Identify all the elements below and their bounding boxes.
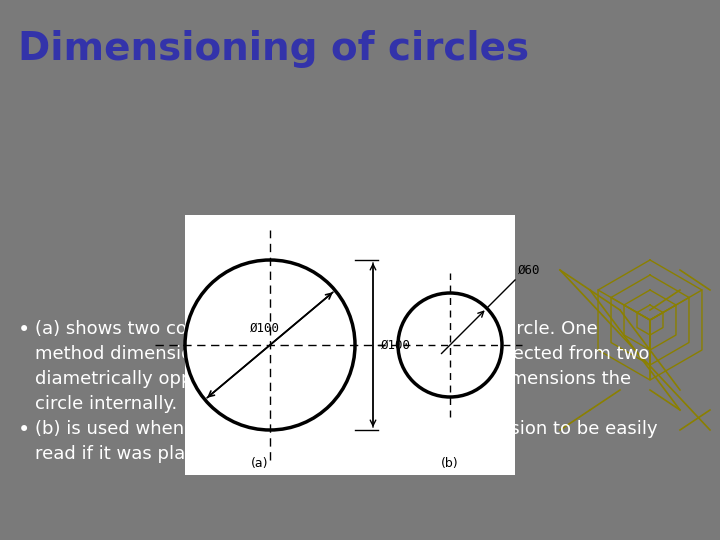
Text: •: • xyxy=(18,320,30,340)
Text: (b) is used when the circle is too small for the dimension to be easily
read if : (b) is used when the circle is too small… xyxy=(35,420,657,463)
Text: (a): (a) xyxy=(251,457,269,470)
Text: •: • xyxy=(18,420,30,440)
Text: Ø100: Ø100 xyxy=(381,339,411,352)
Text: (b): (b) xyxy=(441,457,459,470)
Text: Ø60: Ø60 xyxy=(518,264,541,277)
FancyBboxPatch shape xyxy=(185,215,515,475)
Text: Ø100: Ø100 xyxy=(250,322,280,335)
Text: Dimensioning of circles: Dimensioning of circles xyxy=(18,30,529,68)
Text: (a) shows two common methods of dimensioning a circle. One
method dimensions the: (a) shows two common methods of dimensio… xyxy=(35,320,649,413)
